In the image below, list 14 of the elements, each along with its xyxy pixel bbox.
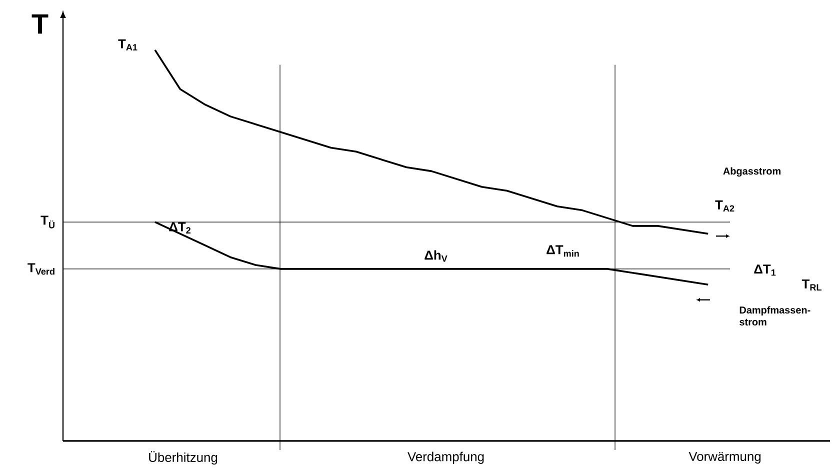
- text: Abgasstrom: [723, 167, 780, 177]
- text: Verdampfung: [408, 452, 484, 464]
- ref-line-label: T$_{Ü}$: [40, 216, 54, 228]
- y-axis-title: T: [32, 14, 48, 34]
- text: T$_{A1}$: [118, 39, 138, 50]
- text: Dampfmassen-strom: [740, 306, 810, 326]
- text: T$_{RL}$: [802, 279, 822, 290]
- annotation: T$_{A2}$: [715, 200, 734, 212]
- annotation: Δh$_{V}$: [424, 250, 448, 262]
- text: Überhitzung: [149, 451, 218, 465]
- text: Vorwärmung: [688, 452, 761, 464]
- annotation: ΔT$_{min}$: [546, 245, 579, 257]
- text: ΔT$_{1}$: [754, 264, 776, 276]
- ref-line-label: T$_{Verd}$: [28, 263, 54, 275]
